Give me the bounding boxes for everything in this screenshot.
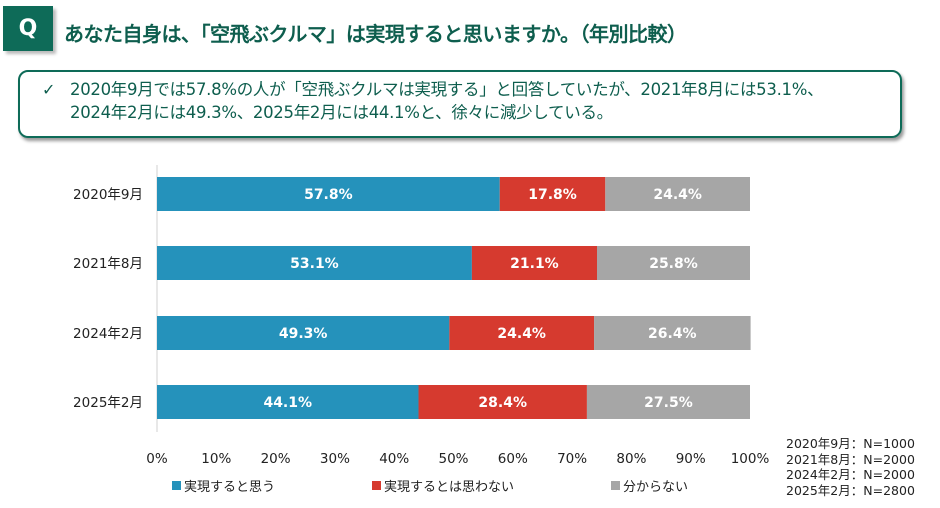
data-label: 49.3% (279, 326, 328, 342)
bar-segment (586, 385, 750, 419)
x-tick-label: 50% (438, 451, 468, 467)
x-tick-label: 80% (616, 451, 646, 467)
x-tick-label: 10% (201, 451, 231, 467)
legend-item: 実現するとは思わない (372, 476, 514, 495)
legend-label: 実現するとは思わない (384, 480, 515, 495)
page-title: あなた自身は、「空飛ぶクルマ」は実現すると思いますか。（年別比較） (64, 22, 687, 46)
sample-size: 2021年8月：N=2000 (786, 451, 915, 467)
sample-size: 2020年9月：N=1000 (786, 436, 915, 451)
data-label: 57.8% (304, 187, 353, 203)
bar-segment (418, 385, 587, 419)
bar-segment (157, 316, 450, 350)
data-label: 25.8% (649, 256, 698, 272)
data-label: 21.1% (510, 256, 559, 272)
data-label: 26.4% (648, 326, 697, 342)
check-icon: ✓ (42, 80, 56, 99)
bar-segment (157, 177, 500, 211)
sample-sizes: 2020年9月：N=1000 2021年8月：N=2000 2024年2月：N=… (786, 436, 915, 498)
q-badge: Q (3, 6, 53, 51)
category-label: 2025年2月 (73, 395, 143, 411)
sample-size: 2025年2月：N=2800 (786, 482, 915, 498)
x-tick-label: 0% (146, 451, 168, 467)
summary-box: ✓ 2020年9月では57.8%の人が「空飛ぶクルマは実現する」と回答していたが… (18, 70, 902, 138)
summary-line: 2020年9月では57.8%の人が「空飛ぶクルマは実現する」と回答していたが、2… (70, 80, 824, 99)
bar-segment (449, 316, 595, 350)
x-tick-label: 90% (676, 451, 706, 467)
category-label: 2024年2月 (73, 326, 143, 342)
legend-swatch (172, 481, 181, 490)
bar-segment (594, 316, 751, 350)
data-label: 24.4% (653, 187, 702, 203)
legend-label: 分からない (623, 480, 689, 495)
data-label: 27.5% (644, 395, 693, 411)
x-tick-label: 40% (379, 451, 409, 467)
bar-segment (471, 246, 598, 280)
legend-label: 実現すると思う (184, 480, 276, 495)
x-tick-label: 20% (261, 451, 291, 467)
legend-swatch (611, 481, 620, 490)
bar-segment (157, 246, 472, 280)
x-tick-label: 70% (557, 451, 587, 467)
data-label: 24.4% (497, 326, 546, 342)
sample-size: 2024年2月：N=2000 (786, 467, 915, 482)
category-label: 2020年9月 (73, 187, 143, 203)
legend-item: 実現すると思う (172, 476, 275, 495)
bar-segment (597, 246, 750, 280)
x-tick-label: 30% (320, 451, 350, 467)
legend-swatch (372, 481, 381, 490)
summary-text: 2020年9月では57.8%の人が「空飛ぶクルマは実現する」と回答していたが、2… (70, 78, 824, 124)
bar-segment (499, 177, 606, 211)
bar-segment (157, 385, 419, 419)
data-label: 17.8% (528, 187, 577, 203)
data-label: 44.1% (263, 395, 312, 411)
category-label: 2021年8月 (73, 256, 143, 272)
data-label: 28.4% (478, 395, 527, 411)
legend-item: 分からない (611, 476, 688, 495)
x-tick-label: 60% (498, 451, 528, 467)
summary-line: 2024年2月には49.3%、2025年2月には44.1%と、徐々に減少している… (70, 103, 613, 122)
data-label: 53.1% (290, 256, 339, 272)
bar-segment (605, 177, 750, 211)
x-tick-label: 100% (731, 451, 770, 467)
